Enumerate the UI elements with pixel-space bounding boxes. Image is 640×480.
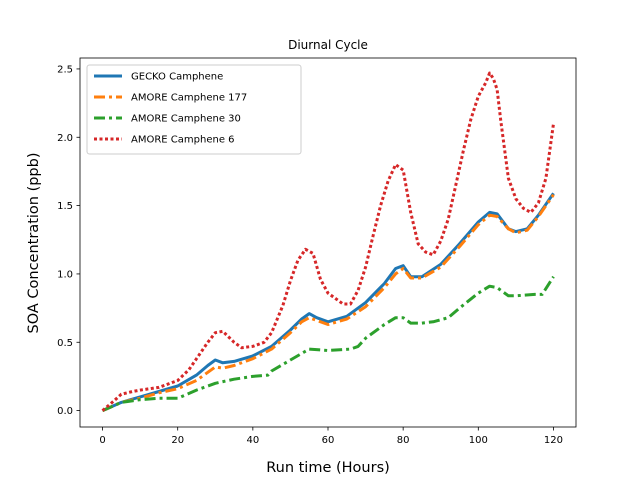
legend-label-4: AMORE Camphene 6 bbox=[131, 135, 235, 146]
series-line-1 bbox=[101, 192, 555, 412]
x-tick-label: 20 bbox=[171, 435, 184, 446]
x-tick-label: 80 bbox=[397, 435, 410, 446]
series-line-4 bbox=[101, 71, 555, 412]
series-line-3 bbox=[101, 275, 555, 412]
axes: 0 20 40 60 80 100 120 0.0 0.5 1.0 1.5 2.0 2.5 bbox=[57, 57, 577, 446]
y-tick-label: 0.5 bbox=[57, 338, 73, 349]
x-tick-label: 40 bbox=[246, 435, 259, 446]
y-tick-label: 2.0 bbox=[57, 133, 73, 144]
x-tick-label: 0 bbox=[99, 435, 105, 446]
y-tick-label: 1.5 bbox=[57, 201, 73, 212]
x-tick-label: 60 bbox=[322, 435, 335, 446]
plot-area bbox=[101, 71, 555, 412]
legend: GECKO Camphene AMORE Camphene 177 AMORE Ca… bbox=[86, 64, 302, 155]
y-tick-label: 2.5 bbox=[57, 64, 73, 75]
legend-label-1: GECKO Camphene bbox=[131, 72, 223, 83]
x-tick-label: 120 bbox=[544, 435, 563, 446]
y-tick-label: 0.0 bbox=[57, 406, 73, 417]
legend-label-2: AMORE Camphene 177 bbox=[131, 93, 247, 104]
legend-label-3: AMORE Camphene 30 bbox=[131, 114, 241, 125]
chart-title: Diurnal Cycle bbox=[288, 38, 368, 52]
series-line-2 bbox=[101, 193, 555, 412]
x-axis-label: Run time (Hours) bbox=[266, 460, 390, 476]
y-axis-label: SOA Concentration (ppb) bbox=[26, 152, 42, 333]
legend-box bbox=[86, 64, 302, 155]
x-tick-label: 100 bbox=[469, 435, 488, 446]
y-tick-label: 1.0 bbox=[57, 269, 73, 280]
